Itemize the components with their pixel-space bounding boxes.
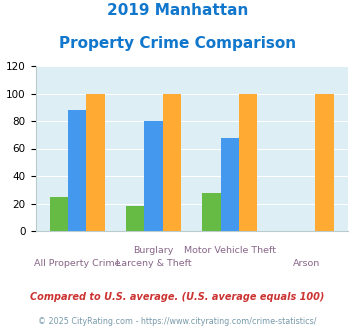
- Bar: [50, 197, 68, 231]
- Legend: Manhattan, Illinois, National: Manhattan, Illinois, National: [42, 326, 342, 330]
- Bar: [221, 138, 239, 231]
- Bar: [202, 192, 221, 231]
- Bar: [315, 93, 334, 231]
- Bar: [144, 121, 163, 231]
- Text: Compared to U.S. average. (U.S. average equals 100): Compared to U.S. average. (U.S. average …: [30, 292, 325, 302]
- Bar: [126, 206, 144, 231]
- Text: Arson: Arson: [293, 259, 320, 268]
- Text: 2019 Manhattan: 2019 Manhattan: [107, 3, 248, 18]
- Bar: [163, 93, 181, 231]
- Text: © 2025 CityRating.com - https://www.cityrating.com/crime-statistics/: © 2025 CityRating.com - https://www.city…: [38, 317, 317, 326]
- Text: Larceny & Theft: Larceny & Theft: [116, 259, 191, 268]
- Bar: [86, 93, 105, 231]
- Text: Motor Vehicle Theft: Motor Vehicle Theft: [184, 246, 276, 255]
- Text: Burglary: Burglary: [133, 246, 174, 255]
- Bar: [239, 93, 257, 231]
- Text: All Property Crime: All Property Crime: [34, 259, 120, 268]
- Text: Property Crime Comparison: Property Crime Comparison: [59, 36, 296, 51]
- Bar: [68, 110, 86, 231]
